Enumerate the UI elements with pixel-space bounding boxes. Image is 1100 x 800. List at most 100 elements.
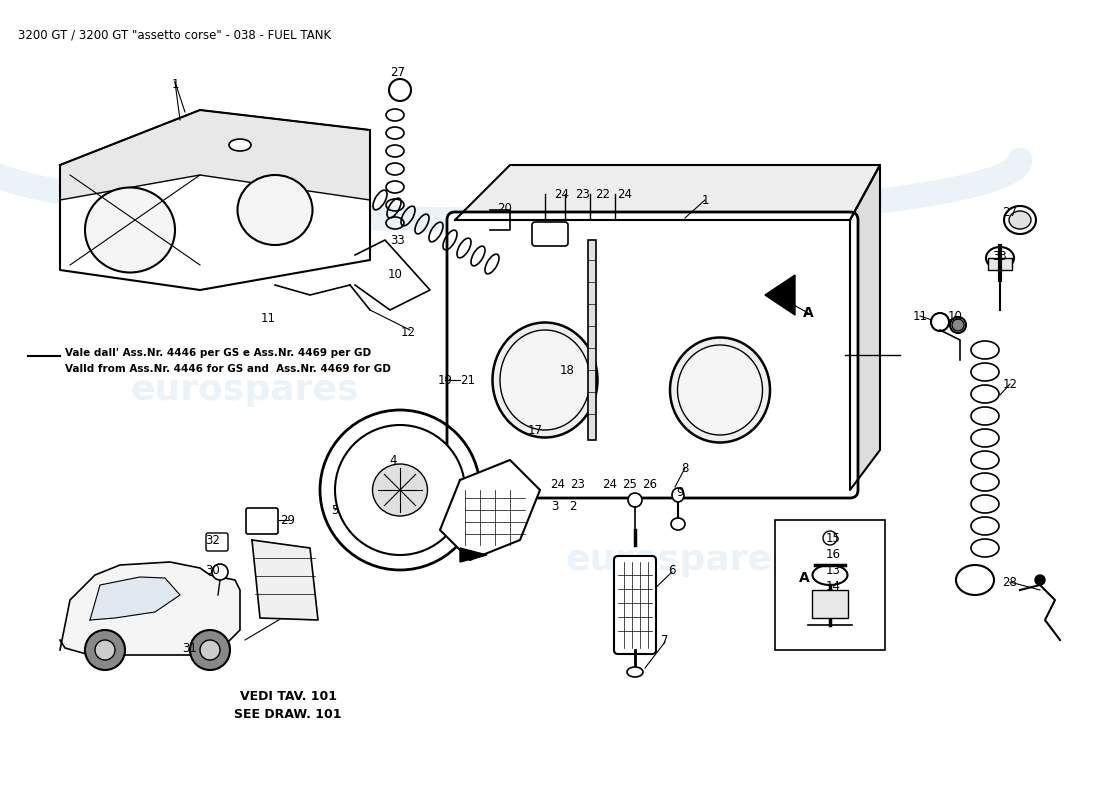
Polygon shape — [440, 460, 540, 560]
Text: 24: 24 — [554, 187, 570, 201]
FancyBboxPatch shape — [532, 222, 568, 246]
Text: eurospares: eurospares — [565, 543, 794, 577]
Text: 31: 31 — [183, 642, 197, 654]
Text: 27: 27 — [1002, 206, 1018, 218]
Text: 18: 18 — [560, 363, 574, 377]
Text: 24: 24 — [617, 187, 632, 201]
Polygon shape — [252, 540, 318, 620]
Text: 28: 28 — [1002, 575, 1018, 589]
Text: 5: 5 — [331, 503, 339, 517]
Circle shape — [85, 630, 125, 670]
Circle shape — [952, 319, 964, 331]
Polygon shape — [90, 577, 180, 620]
Polygon shape — [455, 165, 880, 220]
Text: 22: 22 — [595, 187, 610, 201]
Text: 7: 7 — [661, 634, 669, 646]
Text: 12: 12 — [1002, 378, 1018, 390]
Text: 11: 11 — [913, 310, 927, 322]
Text: SEE DRAW. 101: SEE DRAW. 101 — [234, 708, 342, 721]
Ellipse shape — [950, 317, 966, 333]
Ellipse shape — [229, 139, 251, 151]
Circle shape — [336, 425, 465, 555]
Circle shape — [190, 630, 230, 670]
Text: 23: 23 — [575, 187, 591, 201]
Text: 6: 6 — [669, 563, 675, 577]
Text: 32: 32 — [206, 534, 220, 546]
Circle shape — [200, 640, 220, 660]
Text: 11: 11 — [261, 311, 275, 325]
Text: 23: 23 — [571, 478, 585, 490]
Text: 24: 24 — [603, 478, 617, 490]
Text: 3200 GT / 3200 GT "assetto corse" - 038 - FUEL TANK: 3200 GT / 3200 GT "assetto corse" - 038 … — [18, 28, 331, 41]
Ellipse shape — [627, 667, 644, 677]
Text: 16: 16 — [825, 547, 840, 561]
FancyBboxPatch shape — [447, 212, 858, 498]
Text: 3: 3 — [551, 499, 559, 513]
Ellipse shape — [1004, 206, 1036, 234]
Circle shape — [823, 531, 837, 545]
Text: Valld from Ass.Nr. 4446 for GS and  Ass.Nr. 4469 for GD: Valld from Ass.Nr. 4446 for GS and Ass.N… — [65, 364, 390, 374]
Polygon shape — [460, 548, 487, 562]
Text: 8: 8 — [681, 462, 689, 474]
Ellipse shape — [212, 564, 228, 580]
Text: 20: 20 — [497, 202, 513, 214]
Text: 13: 13 — [826, 563, 840, 577]
Ellipse shape — [670, 338, 770, 442]
Bar — [988, 258, 1012, 270]
Circle shape — [95, 640, 116, 660]
Ellipse shape — [85, 187, 175, 273]
Ellipse shape — [986, 247, 1014, 269]
Text: eurospares: eurospares — [131, 373, 360, 407]
Bar — [455, 220, 850, 490]
FancyBboxPatch shape — [614, 556, 656, 654]
Polygon shape — [455, 220, 850, 490]
Text: A: A — [803, 306, 813, 320]
Text: 27: 27 — [390, 66, 406, 78]
Ellipse shape — [373, 464, 428, 516]
Ellipse shape — [931, 313, 949, 331]
Text: 1: 1 — [172, 78, 178, 91]
Ellipse shape — [813, 565, 847, 585]
Text: 9: 9 — [676, 486, 684, 498]
Ellipse shape — [500, 330, 590, 430]
Text: A: A — [799, 571, 810, 585]
Text: 25: 25 — [623, 478, 637, 490]
Ellipse shape — [238, 175, 312, 245]
Bar — [812, 590, 848, 618]
Ellipse shape — [493, 322, 597, 438]
Text: A: A — [782, 582, 792, 595]
Text: 10: 10 — [947, 310, 962, 322]
Bar — [776, 520, 886, 650]
Text: 26: 26 — [642, 478, 658, 490]
Text: Vale dall' Ass.Nr. 4446 per GS e Ass.Nr. 4469 per GD: Vale dall' Ass.Nr. 4446 per GS e Ass.Nr.… — [65, 348, 371, 358]
Text: 10: 10 — [387, 269, 403, 282]
Text: 14: 14 — [825, 579, 840, 593]
Text: 2: 2 — [570, 499, 576, 513]
Polygon shape — [60, 562, 240, 655]
Text: 24: 24 — [550, 478, 565, 490]
FancyBboxPatch shape — [246, 508, 278, 534]
Text: 15: 15 — [826, 531, 840, 545]
Ellipse shape — [628, 493, 642, 507]
Text: 30: 30 — [206, 563, 220, 577]
Text: VEDI TAV. 101: VEDI TAV. 101 — [240, 690, 337, 703]
Text: 33: 33 — [992, 250, 1008, 262]
FancyBboxPatch shape — [206, 533, 228, 551]
Bar — [588, 240, 596, 440]
Polygon shape — [60, 110, 370, 200]
Ellipse shape — [350, 442, 450, 538]
Ellipse shape — [672, 488, 684, 502]
Circle shape — [1035, 575, 1045, 585]
Ellipse shape — [389, 79, 411, 101]
Text: 21: 21 — [461, 374, 475, 386]
Ellipse shape — [678, 345, 762, 435]
Polygon shape — [60, 110, 370, 290]
Ellipse shape — [671, 518, 685, 530]
Text: 29: 29 — [280, 514, 296, 526]
Polygon shape — [764, 275, 795, 315]
Ellipse shape — [956, 565, 994, 595]
Text: 17: 17 — [528, 423, 542, 437]
Text: 4: 4 — [389, 454, 397, 466]
Text: 1: 1 — [702, 194, 708, 206]
Text: 19: 19 — [438, 374, 452, 386]
